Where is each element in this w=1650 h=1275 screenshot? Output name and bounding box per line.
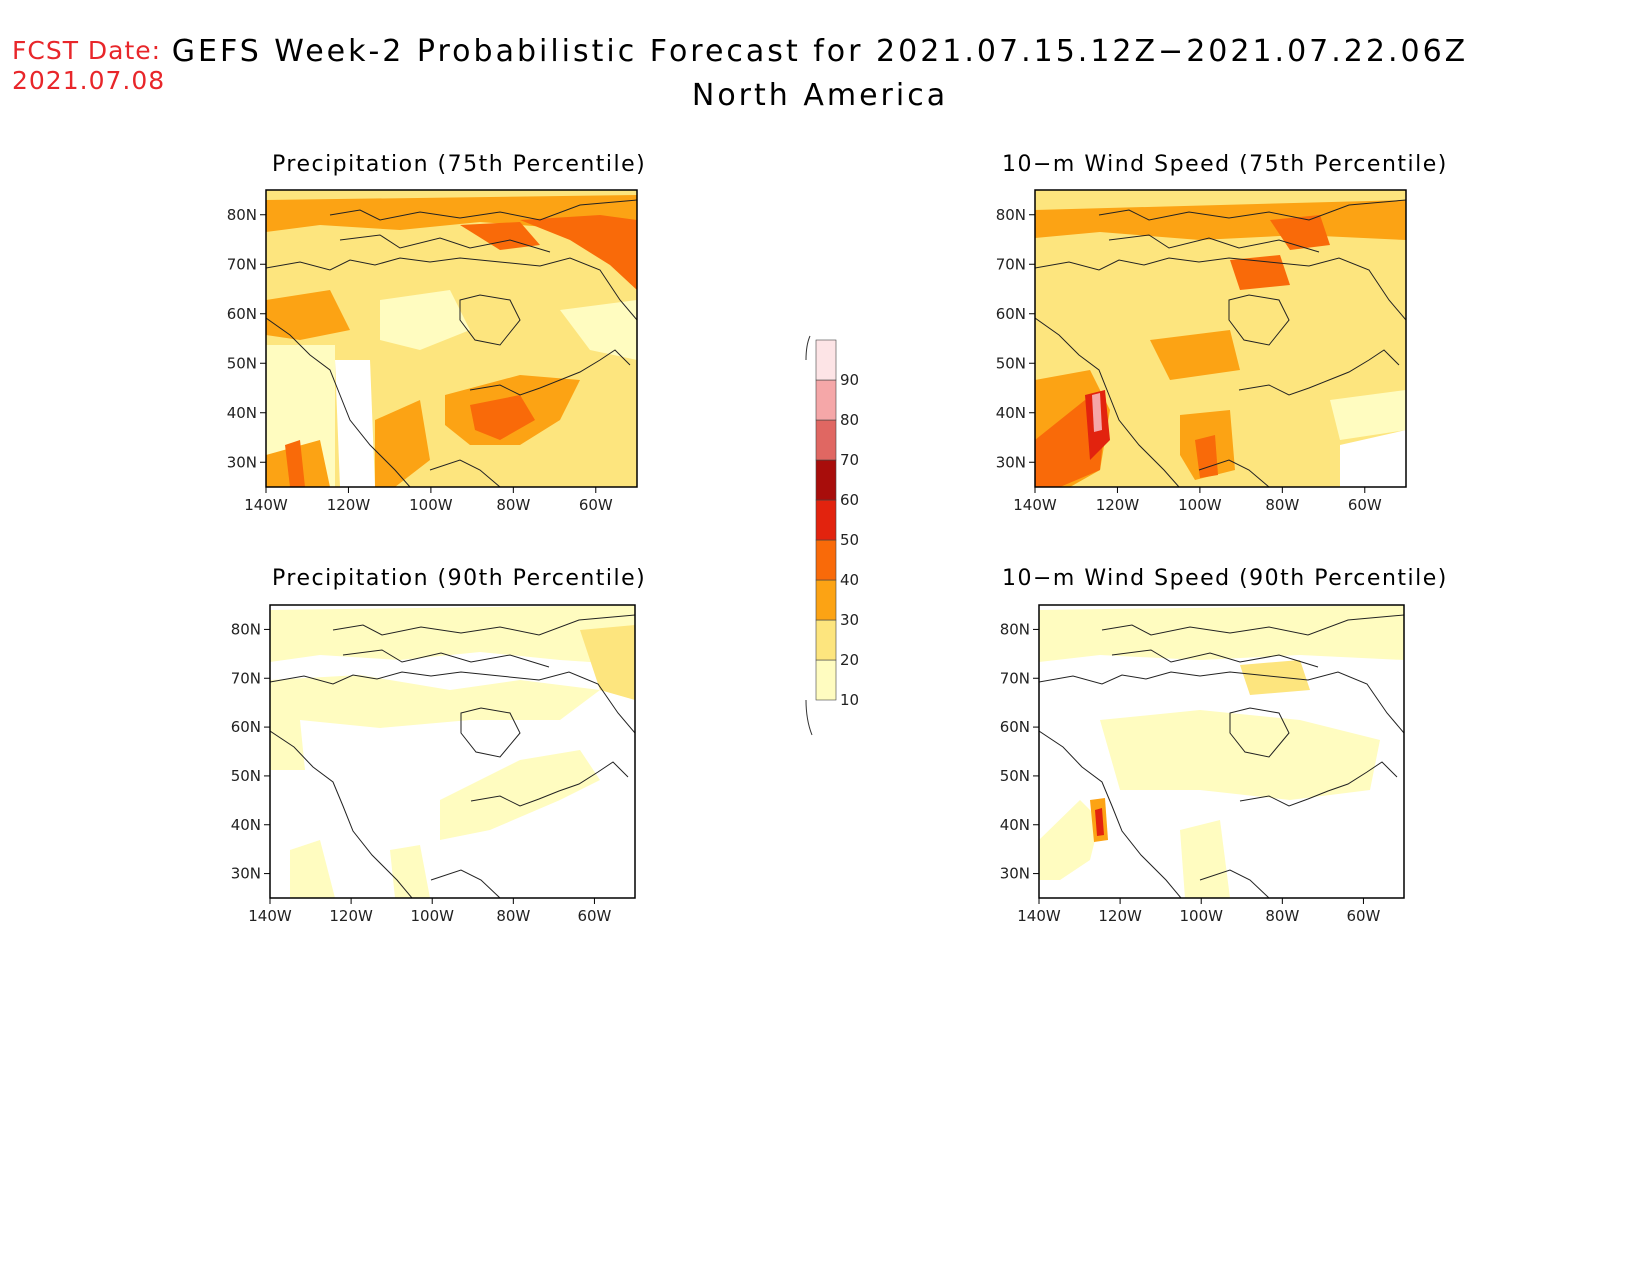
lat-label: 60N bbox=[1000, 718, 1030, 736]
fcst-date-label: FCST Date: bbox=[12, 36, 162, 65]
lat-label: 80N bbox=[227, 206, 257, 224]
lat-label: 80N bbox=[996, 206, 1026, 224]
panel-frame bbox=[265, 189, 638, 488]
fcst-date-value: 2021.07.08 bbox=[12, 66, 166, 95]
shading-precip-75 bbox=[266, 195, 637, 487]
lat-label: 50N bbox=[1000, 767, 1030, 785]
lat-label: 70N bbox=[996, 255, 1026, 273]
map-panel-precip-75 bbox=[265, 189, 638, 488]
colorbar-swatch bbox=[815, 659, 837, 701]
lat-label: 50N bbox=[231, 767, 261, 785]
lon-label: 80W bbox=[1265, 907, 1299, 925]
lat-label: 30N bbox=[231, 865, 261, 883]
map-panel-precip-90 bbox=[269, 604, 636, 899]
colorbar-swatch bbox=[815, 379, 837, 421]
lat-label: 40N bbox=[231, 816, 261, 834]
coastline-wind-90 bbox=[1039, 614, 1404, 898]
lon-label: 80W bbox=[496, 496, 530, 514]
page-title: GEFS Week-2 Probabilistic Forecast for 2… bbox=[171, 34, 1469, 69]
colorbar-swatch bbox=[815, 579, 837, 621]
panel-frame bbox=[1038, 604, 1405, 899]
colorbar-label: 50 bbox=[840, 531, 859, 549]
shading-wind-75 bbox=[1035, 200, 1406, 487]
lat-label: 80N bbox=[1000, 620, 1030, 638]
lon-label: 60W bbox=[1348, 496, 1382, 514]
lon-label: 60W bbox=[577, 907, 611, 925]
lat-label: 40N bbox=[227, 404, 257, 422]
coastline-precip-90 bbox=[270, 614, 635, 898]
lon-label: 60W bbox=[1346, 907, 1380, 925]
colorbar-label: 40 bbox=[840, 571, 859, 589]
lon-label: 120W bbox=[327, 496, 371, 514]
lat-label: 30N bbox=[1000, 865, 1030, 883]
lat-label: 60N bbox=[996, 305, 1026, 323]
lat-label: 60N bbox=[227, 305, 257, 323]
lat-label: 70N bbox=[1000, 669, 1030, 687]
lat-label: 80N bbox=[231, 620, 261, 638]
map-panel-wind-90 bbox=[1038, 604, 1405, 899]
lon-label: 140W bbox=[1017, 907, 1061, 925]
lon-label: 100W bbox=[1178, 496, 1222, 514]
axes-layer: 80N 70N 60N 50N 40N 30N 140W 120W 100W 80W 60W 80N 7… bbox=[227, 206, 1382, 925]
lon-label: 80W bbox=[1265, 496, 1299, 514]
panel-title-wind-90: 10−m Wind Speed (90th Percentile) bbox=[1002, 566, 1448, 591]
page-subtitle: North America bbox=[691, 78, 949, 113]
colorbar-swatch bbox=[815, 499, 837, 541]
lat-label: 40N bbox=[996, 404, 1026, 422]
colorbar-swatch bbox=[815, 619, 837, 661]
colorbar-label: 20 bbox=[840, 651, 859, 669]
lat-label: 60N bbox=[231, 718, 261, 736]
panel-title-precip-90: Precipitation (90th Percentile) bbox=[272, 566, 647, 591]
lon-label: 100W bbox=[1179, 907, 1223, 925]
lon-label: 60W bbox=[579, 496, 613, 514]
lon-label: 120W bbox=[1096, 496, 1140, 514]
lon-label: 140W bbox=[1013, 496, 1057, 514]
coastline-precip-75 bbox=[266, 199, 637, 487]
colorbar: 10 20 30 40 50 60 70 80 90 bbox=[805, 335, 859, 736]
lon-label: 140W bbox=[248, 907, 292, 925]
lon-label: 100W bbox=[409, 496, 453, 514]
lon-label: 120W bbox=[1098, 907, 1142, 925]
lat-label: 70N bbox=[231, 669, 261, 687]
lon-label: 140W bbox=[244, 496, 288, 514]
shading-precip-90 bbox=[270, 605, 635, 898]
colorbar-swatch bbox=[815, 459, 837, 501]
lon-label: 80W bbox=[496, 907, 530, 925]
fcst-date-block: FCST Date: 2021.07.08 bbox=[12, 36, 165, 96]
shading-wind-90 bbox=[1039, 605, 1404, 898]
colorbar-swatch bbox=[815, 339, 837, 381]
colorbar-label: 30 bbox=[840, 611, 859, 629]
lat-label: 50N bbox=[996, 354, 1026, 372]
colorbar-label: 60 bbox=[840, 491, 859, 509]
lat-label: 50N bbox=[227, 354, 257, 372]
map-panel-wind-75 bbox=[1034, 189, 1407, 488]
colorbar-label: 10 bbox=[840, 691, 859, 709]
panel-frame bbox=[269, 604, 636, 899]
colorbar-label: 90 bbox=[840, 371, 859, 389]
colorbar-swatch bbox=[815, 419, 837, 461]
panel-title-precip-75: Precipitation (75th Percentile) bbox=[272, 152, 647, 177]
panel-frame bbox=[1034, 189, 1407, 488]
lat-label: 40N bbox=[1000, 816, 1030, 834]
lat-label: 30N bbox=[227, 453, 257, 471]
panel-title-wind-75: 10−m Wind Speed (75th Percentile) bbox=[1002, 152, 1448, 177]
colorbar-swatch bbox=[815, 539, 837, 581]
coastline-wind-75 bbox=[1035, 199, 1406, 487]
lon-label: 100W bbox=[410, 907, 454, 925]
lat-label: 30N bbox=[996, 453, 1026, 471]
lon-label: 120W bbox=[329, 907, 373, 925]
colorbar-label: 70 bbox=[840, 451, 859, 469]
lat-label: 70N bbox=[227, 255, 257, 273]
colorbar-label: 80 bbox=[840, 411, 859, 429]
